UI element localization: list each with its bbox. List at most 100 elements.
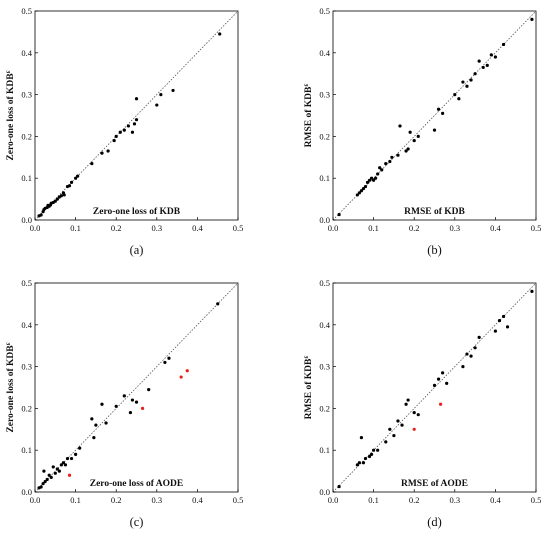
data-point [76,174,80,178]
plot-frame [34,10,239,221]
data-point [404,149,408,153]
y-tick-label: 0.4 [21,320,32,330]
panel-caption: (c) [130,515,144,529]
data-point [94,423,98,427]
data-point [359,189,364,193]
x-tick-label: 0.2 [409,223,420,233]
x-tick-label: 0.5 [531,223,542,233]
data-point [112,138,116,143]
data-point [63,463,68,467]
data-point [216,302,220,306]
data-point [78,446,82,450]
data-point [185,369,189,373]
data-point [45,477,49,482]
data-point [130,398,135,402]
data-point [378,166,382,170]
data-point [126,124,130,128]
data-point [65,456,70,461]
data-point [39,213,43,217]
data-point [406,398,410,402]
data-point [457,97,461,101]
data-point [388,427,392,431]
x-tick-label: 0.4 [192,495,203,505]
data-point [118,130,122,134]
y-axis-label: RMSE of KDBε [302,84,314,148]
data-point [497,319,502,323]
data-point [90,161,94,166]
y-tick-label: 0.4 [319,320,330,330]
diagonal-reference-line [332,282,537,493]
data-point [530,289,534,293]
data-point [67,473,72,477]
plot-frame [34,282,239,493]
data-point [361,461,366,465]
y-tick-label: 0.3 [319,90,330,100]
data-point [416,413,420,417]
y-tick-label: 0.1 [319,445,330,455]
data-point [163,360,167,365]
data-point [363,184,368,189]
data-point [400,423,404,427]
chart-panel-3: 0.0 0.1 0.2 0.3 0.4 0.5 0.0 0.1 0.2 0.3 0.4 0.5 Zero… [4,278,243,529]
data-point [505,325,510,329]
data-point [134,400,139,404]
data-point [167,356,171,360]
data-point [412,427,416,431]
y-tick-label: 0.4 [319,48,330,58]
data-point [469,78,473,82]
data-point [128,410,133,415]
y-tick-label: 0.0 [21,215,32,225]
data-point [47,473,51,477]
x-tick-label: 0.3 [151,223,162,233]
data-point [473,72,477,76]
data-point [408,130,412,134]
y-tick-label: 0.4 [21,48,32,58]
data-point [155,103,159,107]
y-tick-label: 0.3 [21,90,32,100]
data-point [134,118,139,122]
data-point [412,138,416,143]
data-point [74,452,78,456]
data-point [53,199,57,203]
data-point [412,410,416,415]
data-point [92,436,96,440]
data-point [477,335,481,339]
data-point [100,151,104,155]
panel-caption: (a) [130,243,144,257]
data-point [365,180,370,184]
data-point [436,107,441,111]
data-point [104,421,108,425]
data-point [432,128,437,132]
data-point [61,461,66,465]
data-point [49,475,53,479]
data-point [372,178,376,182]
x-tick-label: 0.2 [111,223,122,233]
y-tick-label: 0.0 [319,487,330,497]
x-tick-label: 0.2 [111,495,122,505]
data-point [367,178,372,182]
data-point [39,485,43,489]
data-point [465,84,469,88]
plot-frame [332,282,537,493]
y-tick-label: 0.2 [21,131,32,141]
data-point [59,194,63,198]
data-point [62,193,66,197]
data-point [396,153,400,157]
data-point [369,176,374,180]
data-point [493,55,497,59]
data-point [218,32,222,36]
data-point [67,184,72,188]
data-point [55,467,59,471]
data-point [530,17,534,21]
data-point [489,53,493,57]
data-point [100,402,104,406]
y-tick-label: 0.5 [21,6,32,16]
data-point [441,111,445,116]
x-tick-label: 0.0 [328,223,339,233]
x-tick-label: 0.5 [233,223,244,233]
data-point [493,329,497,333]
y-tick-label: 0.5 [319,6,330,16]
data-point [384,440,388,444]
x-tick-label: 0.5 [233,495,244,505]
